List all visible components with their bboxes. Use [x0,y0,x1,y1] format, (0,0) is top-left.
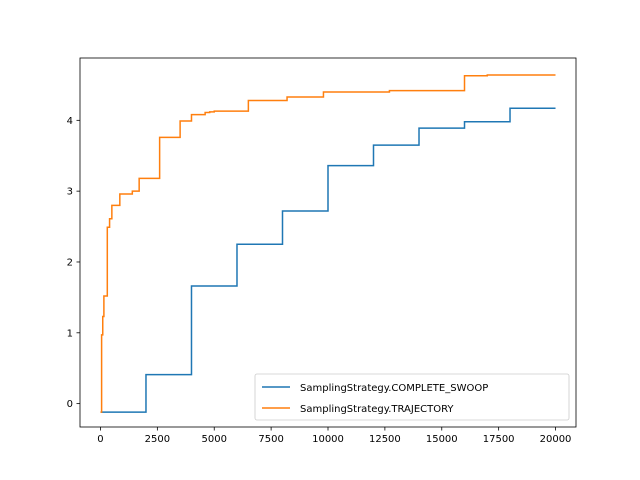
legend-label-1: SamplingStrategy.COMPLETE_SWOOP [300,383,488,394]
x-tick-label: 0 [97,434,103,445]
y-tick-label: 3 [67,187,73,198]
x-tick-label: 5000 [202,434,227,445]
legend-box [254,373,570,421]
x-tick-label: 7500 [258,434,283,445]
x-tick-label: 20000 [540,434,572,445]
y-tick-label: 1 [67,328,73,339]
legend: SamplingStrategy.COMPLETE_SWOOP SamplingS… [254,373,570,421]
x-axis-ticks: 0 2500 5000 7500 10000 12500 15000 17500 20000 [97,427,571,445]
y-tick-label: 2 [67,257,73,268]
series-line-2 [100,74,556,413]
series-line-1 [100,107,556,413]
x-tick-label: 15000 [426,434,458,445]
plot-lines [100,74,556,413]
y-axis-ticks: 0 1 2 3 4 [67,116,80,410]
y-tick-label: 0 [67,399,73,410]
legend-label-2: SamplingStrategy.TRAJECTORY [300,404,454,415]
x-tick-label: 2500 [145,434,170,445]
x-tick-label: 10000 [312,434,344,445]
y-tick-label: 4 [67,116,73,127]
x-tick-label: 12500 [369,434,401,445]
x-tick-label: 17500 [483,434,515,445]
